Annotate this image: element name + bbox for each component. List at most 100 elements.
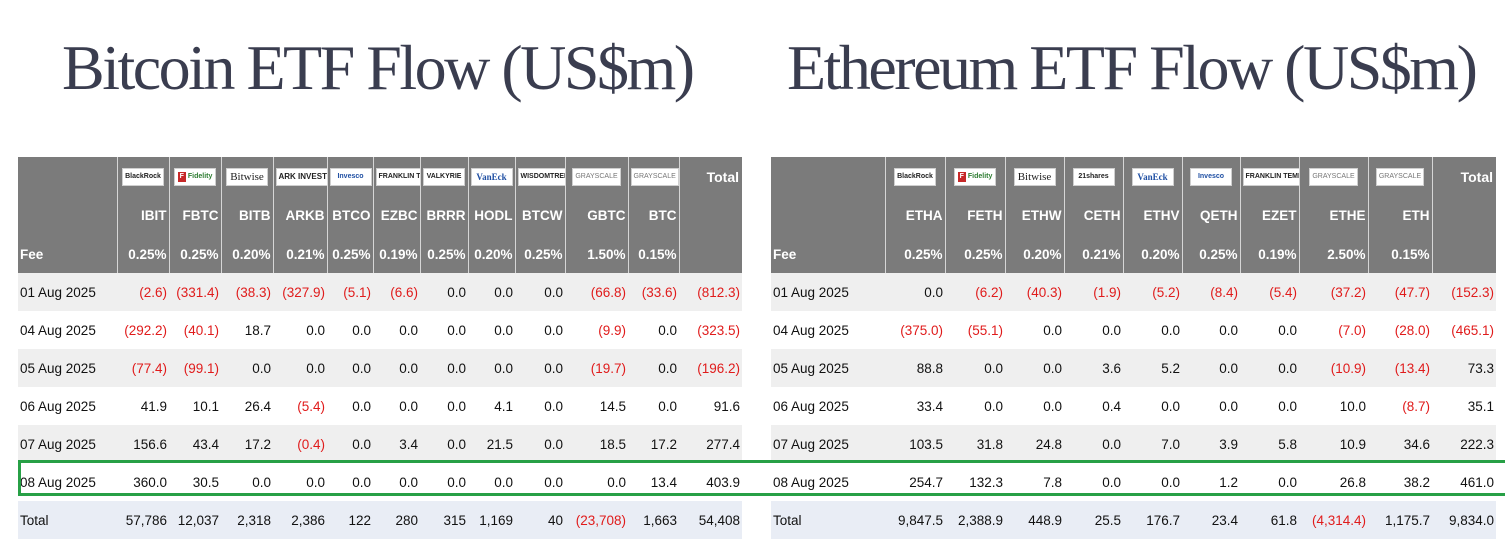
flow-cell: (8.4) [1182, 273, 1240, 311]
bitwise-logo: Bitwise [1013, 167, 1056, 186]
flow-cell: 43.4 [169, 425, 221, 463]
totals-cell: 315 [420, 501, 468, 539]
row-date: 01 Aug 2025 [18, 273, 117, 311]
row-total: (812.3) [679, 273, 742, 311]
fee-total-cell [1431, 235, 1496, 273]
ticker-cell: HODL [467, 196, 515, 235]
totals-cell: 122 [327, 501, 373, 539]
totals-label: Total [771, 501, 885, 539]
table-row: 08 Aug 2025 360.0 30.5 0.0 0.0 0.0 0.0 0.0 0.0 0.… [18, 463, 742, 501]
franklin-templeton-logo: FRANKLIN TEMPLETON [1242, 167, 1299, 186]
flow-cell: 0.0 [468, 311, 515, 349]
table-row: 07 Aug 2025 103.5 31.8 24.8 0.0 7.0 3.9 5.8 10.9… [771, 425, 1496, 463]
table-row: 08 Aug 2025 254.7 132.3 7.8 0.0 0.0 1.2 0.0 26.8… [771, 463, 1496, 501]
flow-cell: (77.4) [117, 349, 169, 387]
flow-cell: (37.2) [1299, 273, 1368, 311]
flow-cell: 24.8 [1005, 425, 1064, 463]
grayscale-logo: GRAYSCALE [572, 167, 621, 186]
totals-cell: 176.7 [1123, 501, 1182, 539]
flow-cell: 0.0 [373, 349, 420, 387]
logo-cell: VanEck [1122, 157, 1182, 196]
logo-cell: BlackRock [116, 157, 169, 196]
logo-cell: VALKYRIE [419, 157, 468, 196]
totals-cell: 9,847.5 [885, 501, 945, 539]
row-total: 403.9 [679, 463, 742, 501]
row-total: 91.6 [679, 387, 742, 425]
ticker-cell: ETHE [1298, 196, 1368, 235]
totals-cell: 61.8 [1240, 501, 1299, 539]
vaneck-logo: VanEck [470, 167, 513, 186]
flow-cell: 0.0 [1182, 349, 1240, 387]
totals-cell: 1,175.7 [1368, 501, 1432, 539]
ticker-corner-cell [771, 196, 885, 235]
flow-cell: 0.4 [1064, 387, 1123, 425]
totals-cell: 2,388.9 [945, 501, 1005, 539]
row-total: (465.1) [1432, 311, 1496, 349]
fee-cell: 0.25% [168, 235, 221, 273]
table-row: 06 Aug 2025 41.9 10.1 26.4 (5.4) 0.0 0.0 0.0 4.1… [18, 387, 742, 425]
flow-cell: 0.0 [327, 463, 373, 501]
totals-cell: 25.5 [1064, 501, 1123, 539]
flow-cell: (9.9) [565, 311, 628, 349]
flow-cell: (6.2) [945, 273, 1005, 311]
flow-cell: 0.0 [373, 463, 420, 501]
fee-label: Fee [18, 235, 117, 273]
ticker-cell: ETHW [1004, 196, 1064, 235]
logo-corner-cell [18, 157, 117, 196]
fee-cell: 0.21% [272, 235, 327, 273]
flow-cell: 0.0 [468, 463, 515, 501]
flow-cell: 0.0 [1182, 387, 1240, 425]
logo-cell: Invesco [1181, 157, 1240, 196]
bitwise-logo: Bitwise [226, 167, 268, 186]
flow-cell: (6.6) [373, 273, 420, 311]
flow-cell: (5.2) [1123, 273, 1182, 311]
fidelity-logo-text: Fidelity [967, 172, 993, 180]
flow-cell: 0.0 [1005, 387, 1064, 425]
fidelity-logo: F Fidelity [954, 167, 996, 186]
fee-cell: 0.25% [116, 235, 169, 273]
fee-cell: 0.25% [326, 235, 373, 273]
flow-cell: 26.8 [1299, 463, 1368, 501]
flow-cell: 38.2 [1368, 463, 1432, 501]
flow-cell: 0.0 [1064, 425, 1123, 463]
flow-cell: (40.3) [1005, 273, 1064, 311]
totals-label: Total [18, 501, 117, 539]
flow-cell: (99.1) [169, 349, 221, 387]
flow-cell: 0.0 [1240, 387, 1299, 425]
ticker-cell: BTCO [326, 196, 373, 235]
row-date: 07 Aug 2025 [18, 425, 117, 463]
logo-cell: WISDOMTREE [514, 157, 565, 196]
flow-cell: 0.0 [420, 349, 468, 387]
flow-cell: 0.0 [327, 387, 373, 425]
ethereum-etf-flow-title: Ethereum ETF Flow (US$m) [787, 32, 1478, 103]
flow-cell: 360.0 [117, 463, 169, 501]
row-total: (323.5) [679, 311, 742, 349]
flow-cell: (5.4) [273, 387, 327, 425]
fidelity-f-icon: F [177, 171, 186, 182]
flow-cell: 13.4 [628, 463, 679, 501]
flow-cell: 0.0 [515, 463, 565, 501]
flow-cell: (5.4) [1240, 273, 1299, 311]
row-date: 07 Aug 2025 [771, 425, 885, 463]
flow-cell: (331.4) [169, 273, 221, 311]
logo-cell: Bitwise [220, 157, 273, 196]
flow-cell: 0.0 [945, 387, 1005, 425]
totals-cell: 1,169 [468, 501, 515, 539]
table-row: 07 Aug 2025 156.6 43.4 17.2 (0.4) 0.0 3.4 0.0 21… [18, 425, 742, 463]
ticker-cell: EZBC [372, 196, 420, 235]
flow-cell: 26.4 [221, 387, 273, 425]
fee-cell: 0.20% [1122, 235, 1182, 273]
fee-cell: 0.15% [627, 235, 679, 273]
fee-cell: 0.25% [514, 235, 565, 273]
totals-row: Total 57,786 12,037 2,318 2,386 122 280 315 1,16… [18, 501, 742, 539]
row-total: 222.3 [1432, 425, 1496, 463]
fee-label: Fee [771, 235, 885, 273]
ticker-total-cell [1431, 196, 1496, 235]
ticker-cell: BTC [627, 196, 679, 235]
fee-row: Fee 0.25% 0.25% 0.20% 0.21% 0.20% 0.25% 0.19% 2.… [771, 235, 1496, 273]
ticker-cell: FBTC [168, 196, 221, 235]
flow-cell: 0.0 [515, 349, 565, 387]
flow-cell: (0.4) [273, 425, 327, 463]
ticker-cell: BTCW [514, 196, 565, 235]
flow-cell: (40.1) [169, 311, 221, 349]
